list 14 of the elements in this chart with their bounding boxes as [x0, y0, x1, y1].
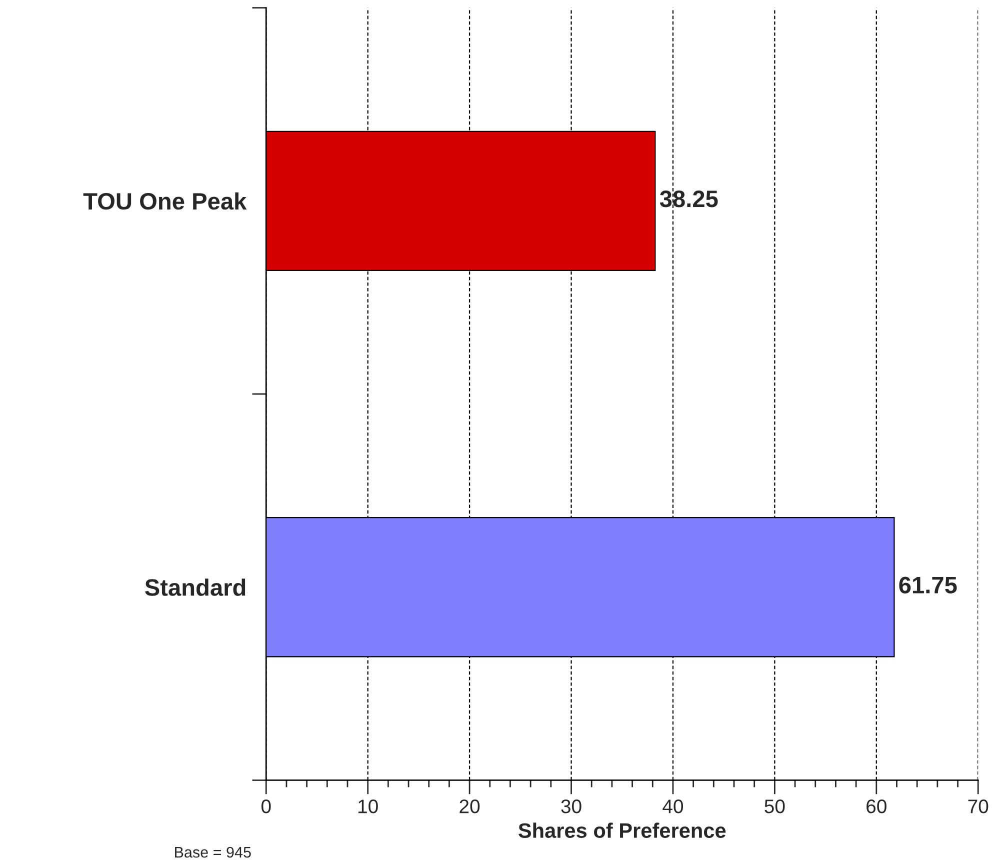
x-tick-label: 20	[460, 799, 480, 814]
x-axis-title: Shares of Preference	[518, 822, 726, 838]
data-label: 61.75	[899, 576, 957, 594]
y-tick-label: TOU One Peak	[83, 192, 247, 210]
x-tick-label: 40	[662, 799, 684, 814]
x-tick-label: 0	[261, 799, 271, 814]
data-label: 38.25	[660, 190, 718, 208]
x-tick-label: 10	[358, 799, 378, 814]
y-tick-label: Standard	[145, 578, 246, 596]
x-tick-label: 50	[764, 799, 785, 814]
x-tick-label: 70	[968, 799, 988, 814]
x-tick-label: 30	[561, 799, 582, 814]
x-tick-label: 60	[866, 799, 886, 814]
text: Base = 945	[175, 846, 251, 858]
